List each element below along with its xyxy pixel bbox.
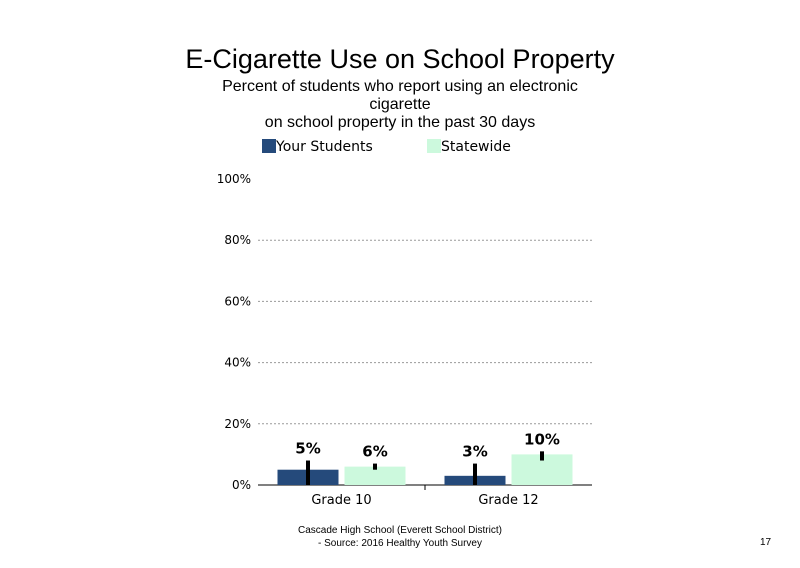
chart-title: E-Cigarette Use on School Property (185, 44, 615, 74)
subtitle-line-2: cigarette (369, 96, 431, 113)
x-tick-label: Grade 12 (478, 493, 538, 508)
data-label: 5% (295, 440, 320, 458)
footer-school: Cascade High School (Everett School Dist… (298, 525, 502, 536)
page-number: 17 (760, 537, 772, 548)
legend-item-your-students: Your Students (262, 139, 373, 155)
y-tick-label: 40% (224, 356, 251, 370)
y-tick-label: 100% (217, 172, 251, 186)
legend-swatch-your-students (262, 139, 276, 153)
x-tick-label: Grade 10 (311, 493, 371, 508)
data-label: 3% (462, 443, 487, 461)
bar (344, 466, 406, 485)
chart-footer: Cascade High School (Everett School Dist… (250, 524, 550, 550)
data-label: 10% (524, 430, 560, 448)
subtitle-line-1: Percent of students who report using an … (222, 78, 578, 95)
data-label: 6% (362, 443, 387, 461)
y-tick-label: 80% (224, 233, 251, 247)
subtitle-line-3: on school property in the past 30 days (264, 114, 536, 131)
legend-swatch-statewide (427, 139, 441, 153)
footer-source: - Source: 2016 Healthy Youth Survey (318, 538, 482, 549)
legend-item-statewide: Statewide (427, 139, 511, 155)
legend-label-your-students: Your Students (276, 139, 373, 155)
y-tick-label: 60% (224, 294, 251, 308)
legend-label-statewide: Statewide (441, 139, 511, 155)
y-tick-label: 20% (224, 417, 251, 431)
chart-subtitle: Percent of students who report using an … (200, 78, 600, 132)
y-tick-label: 0% (232, 478, 251, 492)
